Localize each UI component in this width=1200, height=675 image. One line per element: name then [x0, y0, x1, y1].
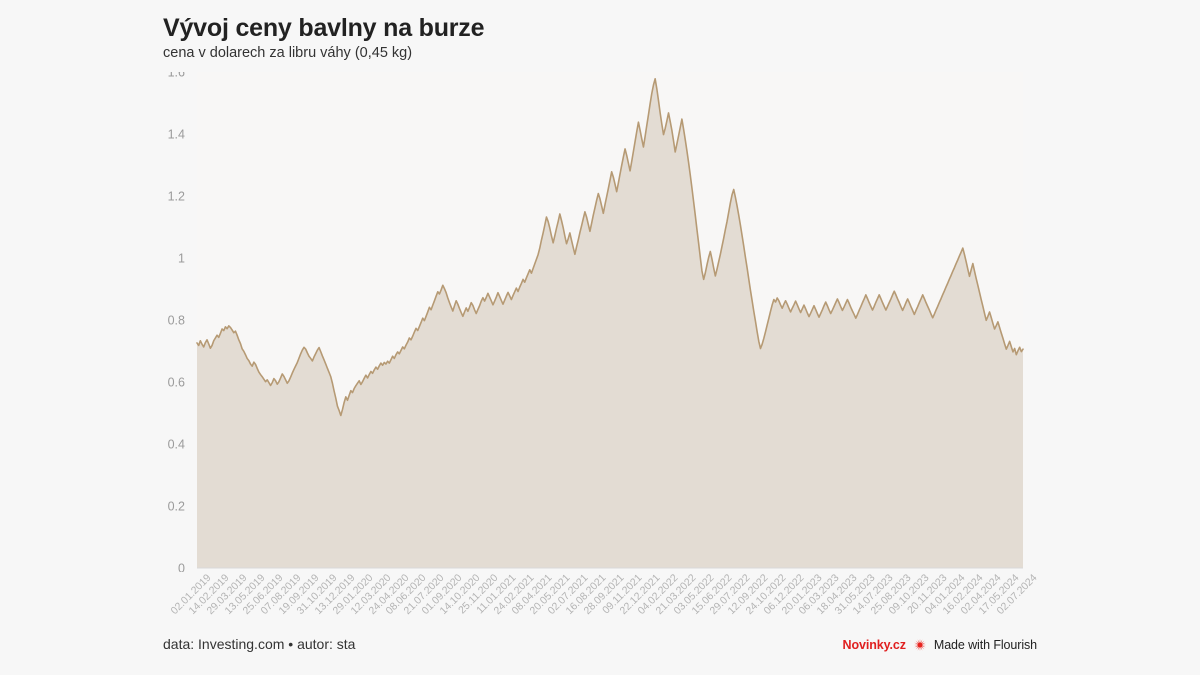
- made-with-flourish-label[interactable]: Made with Flourish: [933, 638, 1037, 652]
- series-line[interactable]: [196, 78, 1024, 417]
- novinky-logo-text[interactable]: Novinky.cz: [842, 638, 906, 652]
- plot-area: 0 0.2 0.4 0.6 0.8 1 1.2 1.4 1.6: [163, 72, 1035, 572]
- area-chart-svg: 0 0.2 0.4 0.6 0.8 1 1.2 1.4 1.6: [168, 72, 1024, 572]
- chart-header: Vývoj ceny bavlny na burze cena v dolare…: [163, 14, 1063, 62]
- x-axis-tick-labels: 02.01.2019 14.02.2019 29.03.2019 13.05.2019…: [163, 566, 1043, 628]
- y-axis-tick-label: 0.8: [168, 314, 185, 328]
- y-axis-tick-label: 0: [178, 562, 185, 573]
- footer-branding: Novinky.cz Made with Flourish: [842, 638, 1038, 652]
- y-axis-tick-labels: 0 0.2 0.4 0.6 0.8 1 1.2 1.4 1.6: [168, 72, 185, 572]
- y-axis-tick-label: 1.2: [168, 190, 185, 204]
- y-axis-tick-label: 0.2: [168, 500, 185, 514]
- series-area-fill: [197, 78, 1023, 568]
- footer-credit: data: Investing.com • autor: sta: [163, 636, 356, 652]
- page-title: Vývoj ceny bavlny na burze: [163, 14, 485, 42]
- y-axis-tick-label: 0.6: [168, 376, 185, 390]
- y-axis-tick-label: 1: [178, 252, 185, 266]
- flourish-flower-icon: [913, 638, 927, 652]
- y-axis-tick-label: 1.6: [168, 72, 185, 80]
- chart-subtitle: cena v dolarech za libru váhy (0,45 kg): [163, 45, 413, 61]
- y-axis-tick-label: 0.4: [168, 438, 185, 452]
- chart-footer: data: Investing.com • autor: sta Novinky…: [0, 636, 1200, 668]
- y-axis-tick-label: 1.4: [168, 128, 185, 142]
